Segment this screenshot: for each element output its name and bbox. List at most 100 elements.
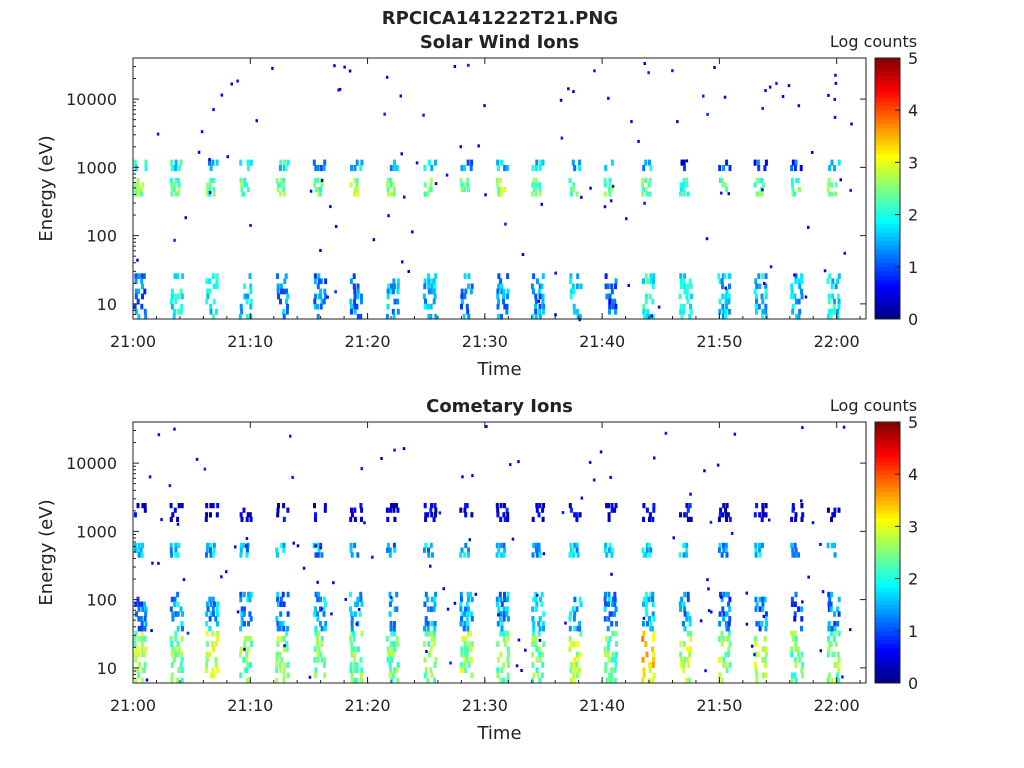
heatmap-cell xyxy=(242,507,246,513)
heatmap-cell xyxy=(137,313,141,320)
heatmap-cell xyxy=(205,182,209,188)
heatmap-cell xyxy=(682,177,686,183)
heatmap-cell xyxy=(683,512,687,518)
heatmap-cell xyxy=(283,288,286,295)
heatmap-cell xyxy=(170,165,174,172)
heatmap-cell xyxy=(462,611,466,617)
heatmap-cell xyxy=(429,177,433,183)
x-tick-label: 21:40 xyxy=(579,332,625,351)
colorbar-segment xyxy=(875,552,900,558)
heatmap-cell xyxy=(322,606,326,612)
heatmap-cell xyxy=(243,606,246,612)
heatmap-cell xyxy=(243,636,247,642)
heatmap-cell xyxy=(689,308,693,315)
colorbar-segment xyxy=(875,639,900,645)
heatmap-cell xyxy=(754,303,758,310)
heatmap-cell xyxy=(396,662,400,668)
heatmap-cell xyxy=(356,191,360,197)
heatmap-cell xyxy=(613,298,617,305)
colorbar-segment xyxy=(875,114,900,120)
heatmap-cell xyxy=(466,646,470,653)
heatmap-cell xyxy=(726,591,730,598)
x-axis-label: Time xyxy=(476,359,521,380)
heatmap-cell xyxy=(460,182,464,188)
heatmap-cell xyxy=(144,606,148,612)
heatmap-cell xyxy=(469,656,473,663)
heatmap-cell xyxy=(764,611,768,617)
heatmap-cell xyxy=(579,283,583,290)
heatmap-cell xyxy=(208,616,212,622)
heatmap-cell xyxy=(499,542,503,549)
heatmap-cell xyxy=(464,542,468,549)
heatmap-cell xyxy=(506,646,510,653)
heatmap-cell xyxy=(216,503,220,509)
heatmap-cell xyxy=(466,621,470,627)
heatmap-cell xyxy=(395,667,399,674)
heatmap-cell xyxy=(538,303,542,310)
heatmap-cell xyxy=(505,507,509,513)
heatmap-cell xyxy=(350,512,354,518)
heatmap-cell xyxy=(275,651,279,658)
heatmap-cell xyxy=(755,308,758,315)
heatmap-cell xyxy=(724,542,728,549)
heatmap-cell xyxy=(646,278,650,285)
heatmap-cell xyxy=(143,625,147,632)
heatmap-cell xyxy=(247,646,250,653)
heatmap-cell xyxy=(826,313,830,320)
heatmap-cell xyxy=(685,503,689,509)
heatmap-cell xyxy=(611,611,615,617)
heatmap-cell xyxy=(177,182,181,188)
heatmap-cell xyxy=(353,288,357,295)
heatmap-cell xyxy=(724,286,727,290)
heatmap-cell xyxy=(133,641,137,647)
heatmap-cell xyxy=(242,656,246,663)
heatmap-cell xyxy=(316,283,320,290)
heatmap-cell xyxy=(561,511,565,515)
heatmap-cell xyxy=(169,503,173,509)
heatmap-cell xyxy=(572,182,576,188)
heatmap-cell xyxy=(170,552,174,558)
heatmap-cell xyxy=(248,662,252,668)
heatmap-cell xyxy=(608,672,611,679)
heatmap-cell xyxy=(386,646,390,653)
heatmap-cell xyxy=(212,187,216,193)
heatmap-cell xyxy=(642,303,646,310)
heatmap-cell xyxy=(505,165,509,172)
heatmap-cell xyxy=(320,182,324,188)
heatmap-cell xyxy=(683,656,687,663)
heatmap-cell xyxy=(642,672,646,679)
heatmap-cell xyxy=(505,606,509,612)
heatmap-cell xyxy=(211,606,215,612)
heatmap-cell xyxy=(137,606,141,612)
heatmap-cell xyxy=(180,677,184,684)
heatmap-cell xyxy=(833,298,836,305)
heatmap-cell xyxy=(796,646,800,653)
heatmap-cell xyxy=(137,191,141,197)
heatmap-cell xyxy=(572,288,576,295)
colorbar-segment xyxy=(875,292,900,298)
heatmap-cell xyxy=(355,303,359,310)
heatmap-cell xyxy=(429,564,432,568)
heatmap-cell xyxy=(434,313,438,320)
heatmap-cell xyxy=(464,503,468,509)
heatmap-cell xyxy=(208,182,212,188)
heatmap-cell xyxy=(717,516,721,522)
heatmap-cell xyxy=(141,283,144,290)
heatmap-cell xyxy=(430,503,434,509)
colorbar-segment xyxy=(875,214,900,220)
heatmap-cell xyxy=(246,512,250,518)
heatmap-cell xyxy=(680,596,684,603)
heatmap-cell xyxy=(718,542,722,549)
heatmap-cell xyxy=(646,621,649,627)
heatmap-cell xyxy=(496,641,500,647)
colorbar-segment xyxy=(875,140,900,146)
heatmap-cell xyxy=(542,503,546,509)
colorbar-segment xyxy=(875,487,900,493)
heatmap-cell xyxy=(643,201,646,205)
heatmap-cell xyxy=(429,542,433,549)
heatmap-cell xyxy=(460,303,463,310)
heatmap-cell xyxy=(530,283,534,290)
heatmap-cell xyxy=(138,662,141,668)
heatmap-cell xyxy=(833,308,837,315)
colorbar-segment xyxy=(875,153,900,159)
